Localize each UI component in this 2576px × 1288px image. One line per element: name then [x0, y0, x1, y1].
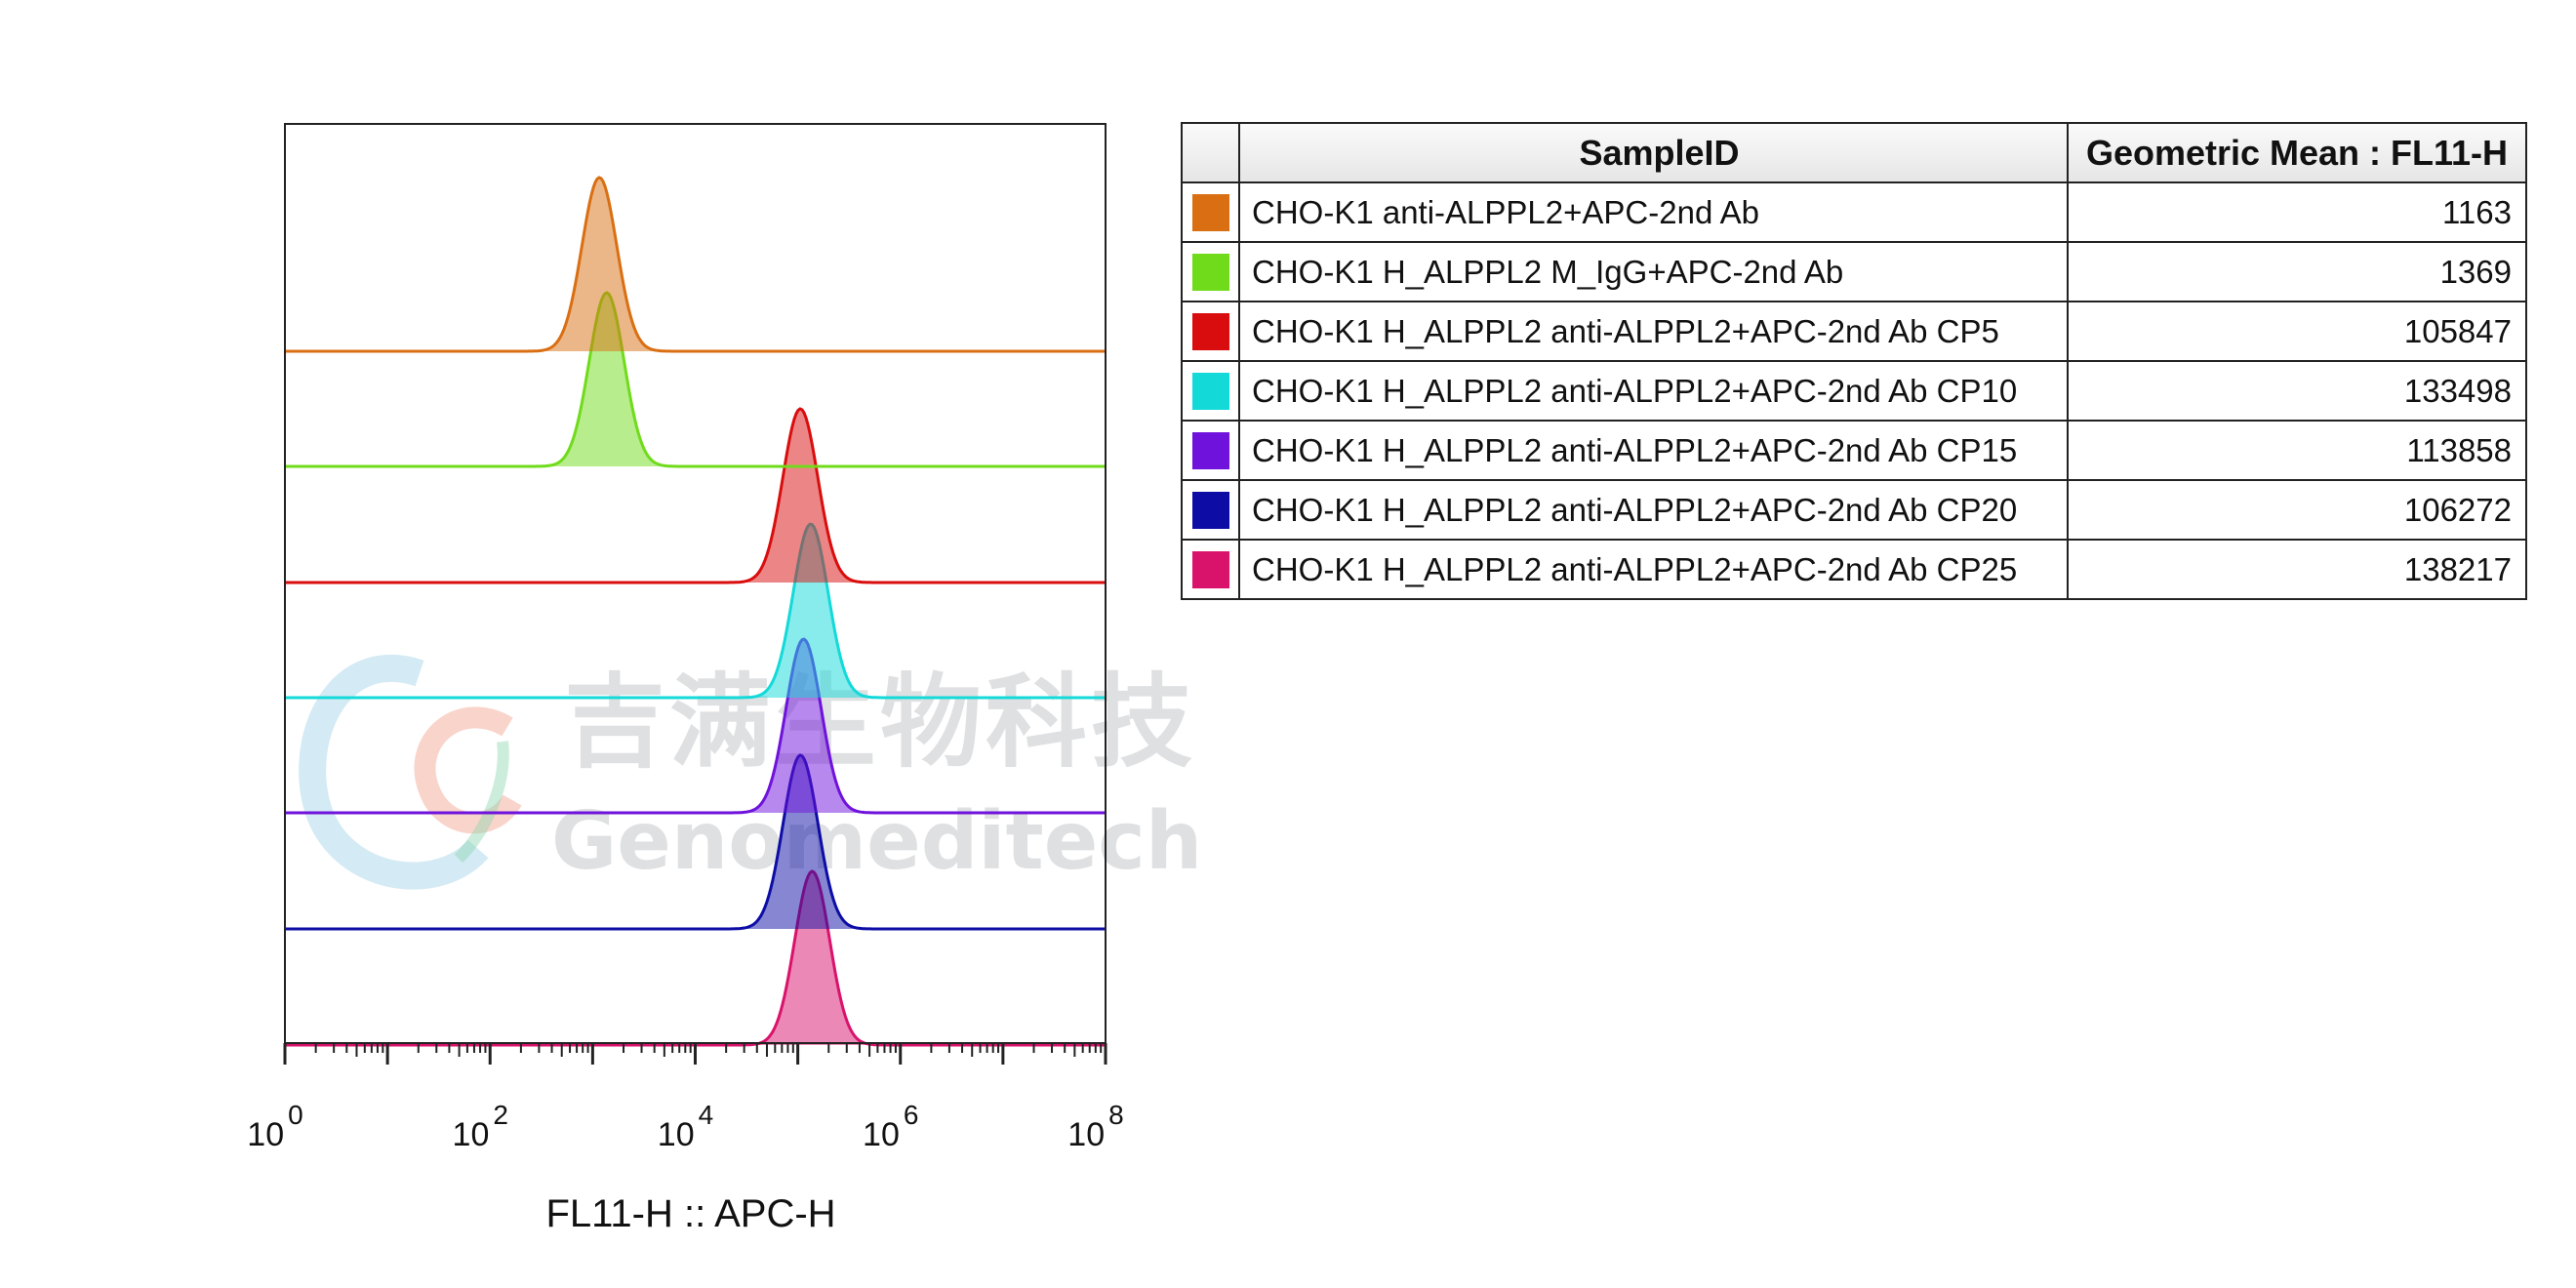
color-swatch-cell: [1181, 479, 1240, 541]
histogram-series: [285, 753, 1106, 931]
watermark: 吉满生物科技 Genomeditech: [299, 654, 1202, 890]
geometric-mean-cell: 1163: [2067, 181, 2527, 243]
geometric-mean-cell: 113858: [2067, 420, 2527, 481]
table-row: CHO-K1 H_ALPPL2 anti-ALPPL2+APC-2nd Ab C…: [1181, 420, 2527, 481]
x-tick-exponent: 8: [1108, 1100, 1124, 1130]
x-tick-label: 102: [453, 1100, 508, 1153]
histogram-line: [285, 291, 1105, 468]
histogram-series: [285, 176, 1106, 353]
table-body: CHO-K1 anti-ALPPL2+APC-2nd Ab 1163 CHO-K1 …: [1181, 181, 2527, 600]
color-swatch: [1191, 431, 1229, 469]
histogram-fill: [285, 871, 1106, 1045]
geometric-mean-header: Geometric Mean : FL11-H: [2067, 122, 2527, 183]
x-tick-exponent: 0: [288, 1100, 303, 1130]
x-tick-base: 10: [1067, 1116, 1105, 1153]
color-swatch-cell: [1181, 181, 1240, 243]
sample-id-cell: CHO-K1 H_ALPPL2 anti-ALPPL2+APC-2nd Ab C…: [1238, 301, 2069, 362]
histogram-series: [285, 522, 1106, 700]
sample-id-cell: CHO-K1 H_ALPPL2 anti-ALPPL2+APC-2nd Ab C…: [1238, 479, 2069, 541]
geometric-mean-cell: 138217: [2067, 539, 2527, 600]
histogram-line: [285, 869, 1105, 1047]
color-swatch: [1191, 491, 1229, 529]
color-swatch: [1191, 253, 1229, 291]
geometric-mean-cell: 133498: [2067, 360, 2527, 422]
watermark-text-en: Genomeditech: [551, 795, 1202, 888]
geometric-mean-cell: 105847: [2067, 301, 2527, 362]
histogram-line: [285, 522, 1105, 700]
sample-id-cell: CHO-K1 H_ALPPL2 anti-ALPPL2+APC-2nd Ab C…: [1238, 360, 2069, 422]
geometric-mean-cell: 1369: [2067, 241, 2527, 302]
color-swatch: [1191, 372, 1229, 410]
x-tick-label: 108: [1067, 1100, 1123, 1153]
color-swatch-cell: [1181, 301, 1240, 362]
swatch-header: [1181, 122, 1240, 183]
watermark-text-cn: 吉满生物科技: [564, 663, 1196, 782]
x-tick-base: 10: [453, 1116, 490, 1153]
color-swatch: [1191, 193, 1229, 231]
table-row: CHO-K1 H_ALPPL2 anti-ALPPL2+APC-2nd Ab C…: [1181, 360, 2527, 422]
sample-id-cell: CHO-K1 H_ALPPL2 anti-ALPPL2+APC-2nd Ab C…: [1238, 539, 2069, 600]
table-row: CHO-K1 anti-ALPPL2+APC-2nd Ab 1163: [1181, 181, 2527, 243]
x-tick-base: 10: [863, 1116, 900, 1153]
watermark-logo: [299, 654, 522, 890]
x-tick-exponent: 2: [493, 1100, 508, 1130]
histogram-line: [285, 753, 1105, 931]
histogram-fill: [285, 409, 1106, 583]
table-row: CHO-K1 H_ALPPL2 anti-ALPPL2+APC-2nd Ab C…: [1181, 301, 2527, 362]
sample-id-cell: CHO-K1 anti-ALPPL2+APC-2nd Ab: [1238, 181, 2069, 243]
histogram-series: [285, 869, 1106, 1047]
x-tick-label: 104: [658, 1100, 713, 1153]
sample-id-cell: CHO-K1 H_ALPPL2 anti-ALPPL2+APC-2nd Ab C…: [1238, 420, 2069, 481]
histogram-fill: [285, 293, 1106, 466]
histogram-series: [285, 637, 1106, 815]
x-tick-base: 10: [247, 1116, 284, 1153]
histogram-series: [285, 407, 1106, 584]
histogram-series: [285, 291, 1106, 468]
histogram-line: [285, 637, 1105, 815]
x-tick-base: 10: [658, 1116, 695, 1153]
histogram-fill: [285, 178, 1106, 351]
x-tick-label: 100: [247, 1100, 302, 1153]
histogram-line: [285, 176, 1105, 353]
table-row: CHO-K1 H_ALPPL2 anti-ALPPL2+APC-2nd Ab C…: [1181, 539, 2527, 600]
table-row: CHO-K1 H_ALPPL2 M_IgG+APC-2nd Ab 1369: [1181, 241, 2527, 302]
histogram-line: [285, 407, 1105, 584]
x-axis-title: FL11-H :: APC-H: [545, 1192, 835, 1235]
geometric-mean-cell: 106272: [2067, 479, 2527, 541]
color-swatch-cell: [1181, 420, 1240, 481]
sample-id-cell: CHO-K1 H_ALPPL2 M_IgG+APC-2nd Ab: [1238, 241, 2069, 302]
x-tick-exponent: 4: [699, 1100, 714, 1130]
color-swatch-cell: [1181, 539, 1240, 600]
color-swatch-cell: [1181, 360, 1240, 422]
color-swatch-cell: [1181, 241, 1240, 302]
series-layer: [285, 176, 1106, 1047]
color-swatch: [1191, 312, 1229, 350]
x-tick-exponent: 6: [904, 1100, 919, 1130]
stats-table: SampleID Geometric Mean : FL11-H CHO-K1 …: [1181, 122, 2527, 600]
table-row: CHO-K1 H_ALPPL2 anti-ALPPL2+APC-2nd Ab C…: [1181, 479, 2527, 541]
x-tick-label: 106: [863, 1100, 918, 1153]
color-swatch: [1191, 550, 1229, 588]
table-header-row: SampleID Geometric Mean : FL11-H: [1181, 122, 2527, 183]
sampleid-header: SampleID: [1238, 122, 2069, 183]
